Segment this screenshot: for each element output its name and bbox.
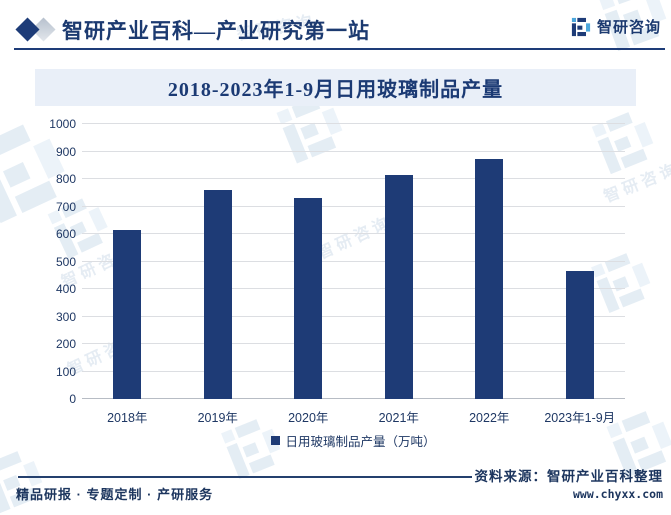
x-axis: 2018年 2019年 2020年 2021年 2022年 2023年1-9月 bbox=[82, 407, 625, 426]
y-tick-500: 500 bbox=[55, 254, 76, 269]
zhiyan-logo-icon bbox=[571, 17, 591, 37]
x-label-2019年: 2019年 bbox=[197, 411, 238, 425]
gridline-500 bbox=[82, 260, 625, 262]
plot-area bbox=[82, 123, 625, 399]
gridline-600 bbox=[82, 233, 625, 234]
legend-marker-icon bbox=[271, 436, 281, 445]
y-tick-200: 200 bbox=[55, 337, 76, 351]
watermark bbox=[0, 444, 50, 515]
gridline-1000 bbox=[82, 123, 625, 124]
footer-services: 精品研报 · 专题定制 · 产研服务 bbox=[16, 487, 214, 502]
diamond-front-icon bbox=[15, 17, 40, 42]
data-source: 资料来源：智研产业百科整理 bbox=[474, 469, 663, 484]
y-axis: 0 100 200 300 400 500 600 700 800 900 1000 bbox=[30, 118, 76, 405]
site-title: 智研产业百科—产业研究第一站 bbox=[62, 19, 370, 43]
gridline-400 bbox=[82, 288, 625, 289]
gridline-200 bbox=[82, 343, 625, 344]
gridline-900 bbox=[82, 150, 625, 152]
gridline-100 bbox=[82, 370, 625, 372]
y-tick-800: 800 bbox=[55, 172, 76, 186]
y-tick-700: 700 bbox=[55, 199, 76, 214]
x-label-2020年: 2020年 bbox=[288, 411, 329, 425]
bar-2019年 bbox=[203, 189, 232, 399]
brand-logo: 智研咨询 bbox=[571, 16, 661, 37]
brand-logo-text: 智研咨询 bbox=[596, 19, 661, 36]
header: 智研产业百科—产业研究第一站 智研咨询 bbox=[0, 13, 671, 47]
bar-2018年 bbox=[113, 229, 142, 399]
bar-2020年 bbox=[294, 197, 323, 399]
x-label-2021年: 2021年 bbox=[378, 411, 419, 425]
x-label-2023年1-9月: 2023年1-9月 bbox=[544, 411, 616, 425]
bar-2022年 bbox=[475, 158, 504, 399]
legend: 日用玻璃制品产量（万吨） bbox=[82, 431, 625, 450]
diamond-icon bbox=[15, 17, 62, 43]
chart-title: 2018-2023年1-9月日用玻璃制品产量 bbox=[35, 69, 636, 106]
x-label-2018年: 2018年 bbox=[107, 411, 148, 425]
zhiyan-logo-icon bbox=[571, 17, 591, 36]
header-divider bbox=[14, 48, 665, 50]
y-tick-0: 0 bbox=[69, 392, 76, 406]
website-link[interactable]: www.chyxx.com bbox=[572, 487, 663, 501]
y-tick-1000: 1000 bbox=[49, 117, 76, 131]
y-tick-900: 900 bbox=[55, 144, 76, 159]
y-tick-600: 600 bbox=[55, 227, 76, 241]
footer-divider bbox=[18, 476, 472, 478]
bar-2021年 bbox=[384, 174, 413, 399]
gridline-800 bbox=[82, 178, 625, 179]
zhiyan-logo-icon bbox=[0, 451, 43, 514]
gridline-0 bbox=[82, 398, 625, 399]
footer-source-block: 资料来源：智研产业百科整理 www.chyxx.com bbox=[475, 465, 664, 501]
y-tick-300: 300 bbox=[55, 309, 76, 324]
bar-2023年1-9月 bbox=[565, 270, 594, 399]
y-tick-100: 100 bbox=[55, 364, 76, 379]
x-label-2022年: 2022年 bbox=[469, 411, 510, 425]
gridline-300 bbox=[82, 315, 625, 317]
gridline-700 bbox=[82, 205, 625, 207]
y-tick-400: 400 bbox=[55, 282, 76, 296]
legend-label: 日用玻璃制品产量（万吨） bbox=[285, 435, 436, 449]
